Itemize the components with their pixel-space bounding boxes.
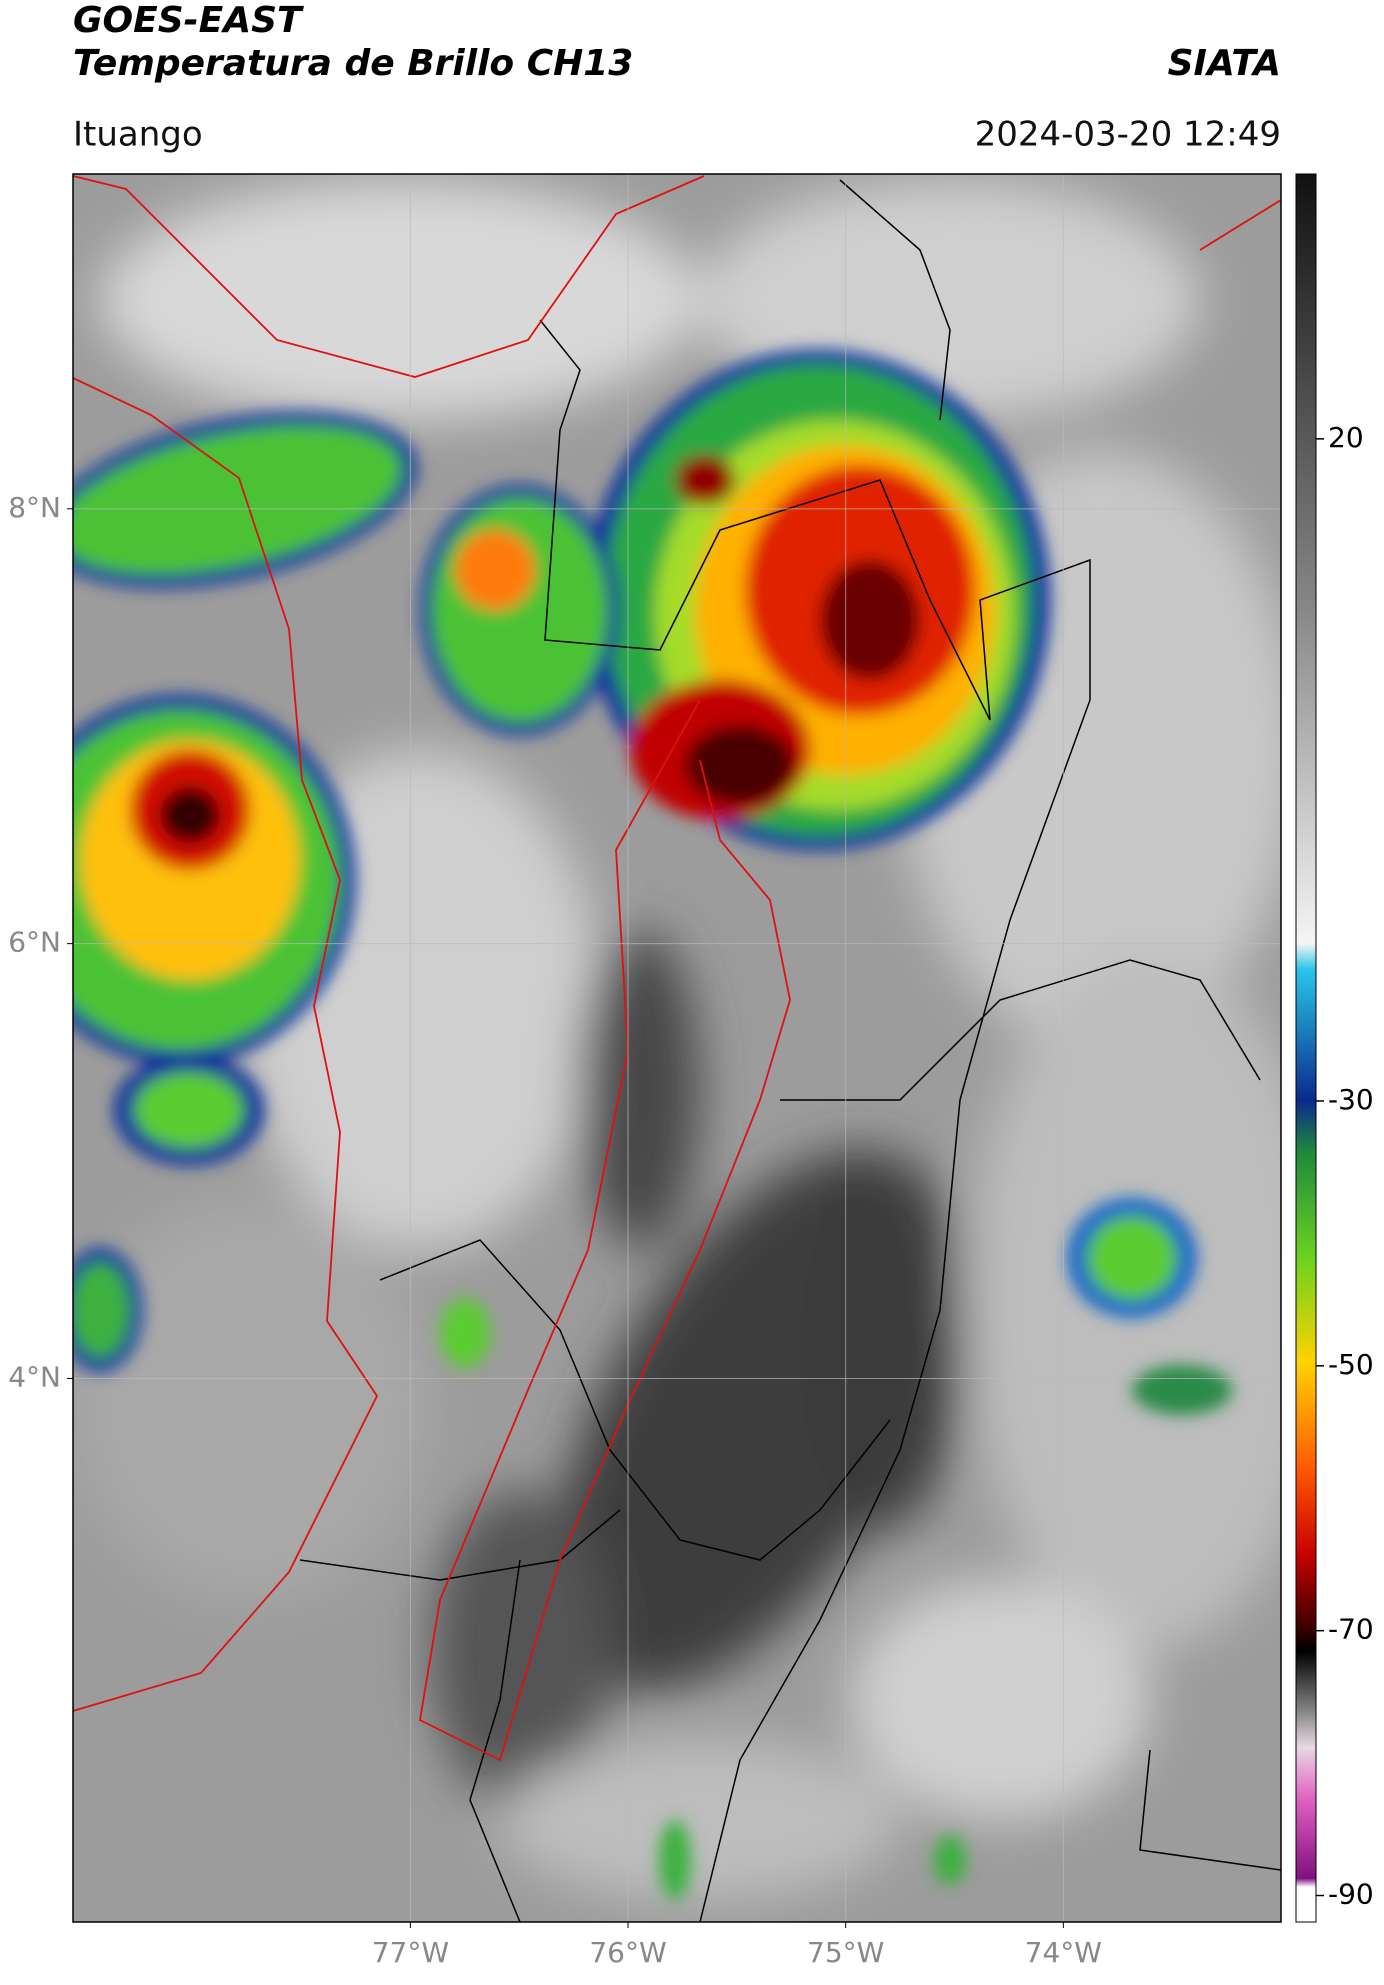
title: GOES-EAST — [73, 0, 304, 41]
datetime: 2024-03-20 12:49 — [975, 115, 1281, 155]
colorbar — [1295, 173, 1317, 1923]
colorbar-tick-label: -70 — [1328, 1613, 1374, 1646]
borders — [299, 179, 1281, 1922]
x-tick-label: 77°W — [372, 1936, 449, 1969]
map-frame — [72, 173, 1282, 1923]
colorbar-tick-label: -90 — [1328, 1878, 1374, 1911]
y-tick-label: 8°N — [8, 491, 61, 524]
colorbar-tick-label: -30 — [1328, 1083, 1374, 1116]
subtitle: Temperatura de Brillo CH13 — [73, 43, 633, 84]
coastline — [73, 175, 1281, 1762]
x-tick-label: 74°W — [1025, 1936, 1102, 1969]
y-tick-label: 6°N — [8, 926, 61, 959]
colorbar-tick-label: 20 — [1328, 421, 1364, 454]
satellite-image — [73, 174, 1281, 1922]
location: Ituango — [73, 115, 203, 155]
colorbar-tick-label: -50 — [1328, 1348, 1374, 1381]
x-tick-label: 76°W — [589, 1936, 666, 1969]
y-tick-label: 4°N — [8, 1360, 61, 1393]
x-tick-label: 75°W — [807, 1936, 884, 1969]
source: SIATA — [1168, 43, 1281, 84]
